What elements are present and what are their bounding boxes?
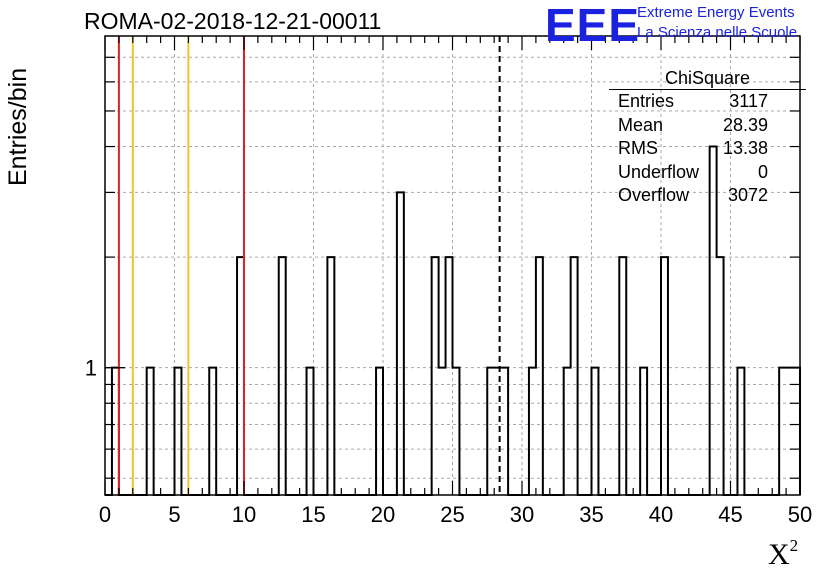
stats-key: Overflow: [618, 185, 690, 205]
stats-row-mean: Mean 28.39: [609, 114, 806, 138]
x-tick-label: 50: [788, 502, 812, 527]
x-tick-label: 0: [99, 502, 111, 527]
x-tick-label: 15: [301, 502, 325, 527]
x-tick-label: 20: [371, 502, 395, 527]
x-axis-label-superscript: 2: [789, 536, 799, 555]
x-tick-label: 30: [510, 502, 534, 527]
x-tick-label: 10: [232, 502, 256, 527]
stats-row-underflow: Underflow 0: [609, 161, 806, 185]
eee-logo: EEE: [545, 0, 641, 51]
x-tick-label: 5: [168, 502, 180, 527]
x-axis-label-base: X: [768, 538, 790, 571]
y-axis-label: Entries/bin: [4, 67, 32, 186]
stats-value: 0: [757, 161, 768, 182]
stats-box: ChiSquare Entries 3117 Mean 28.39 RMS 13.38…: [609, 67, 806, 208]
stats-row-overflow: Overflow 3072: [609, 184, 806, 208]
stats-row-rms: RMS 13.38: [609, 137, 806, 161]
logo-line-1: Extreme Energy Events: [637, 4, 795, 21]
stats-value: 28.39: [722, 114, 768, 135]
x-tick-label: 35: [579, 502, 603, 527]
y-axis-label-box: Entries/bin: [4, 36, 38, 186]
stats-key: Entries: [618, 91, 675, 111]
logo-line-2: La Scienza nelle Scuole: [637, 24, 798, 41]
x-tick-label: 40: [649, 502, 673, 527]
stats-row-entries: Entries 3117: [609, 90, 806, 114]
stats-key: RMS: [618, 138, 658, 158]
stats-value: 3117: [729, 91, 768, 111]
stats-key: Underflow: [618, 161, 700, 182]
stats-value: 13.38: [722, 138, 768, 158]
x-tick-label: 45: [718, 502, 742, 527]
x-axis-label: X2: [768, 536, 798, 572]
y-tick-label: 1: [85, 356, 97, 381]
chart-title: ROMA-02-2018-12-21-00011: [84, 8, 382, 34]
stats-value: 3072: [727, 185, 768, 205]
stats-box-title: ChiSquare: [609, 67, 806, 90]
stats-key: Mean: [618, 114, 664, 135]
x-tick-label: 25: [440, 502, 464, 527]
